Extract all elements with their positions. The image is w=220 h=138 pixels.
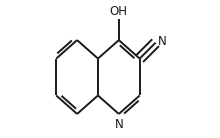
Text: OH: OH: [110, 5, 128, 18]
Text: N: N: [158, 35, 166, 48]
Text: N: N: [114, 118, 123, 131]
